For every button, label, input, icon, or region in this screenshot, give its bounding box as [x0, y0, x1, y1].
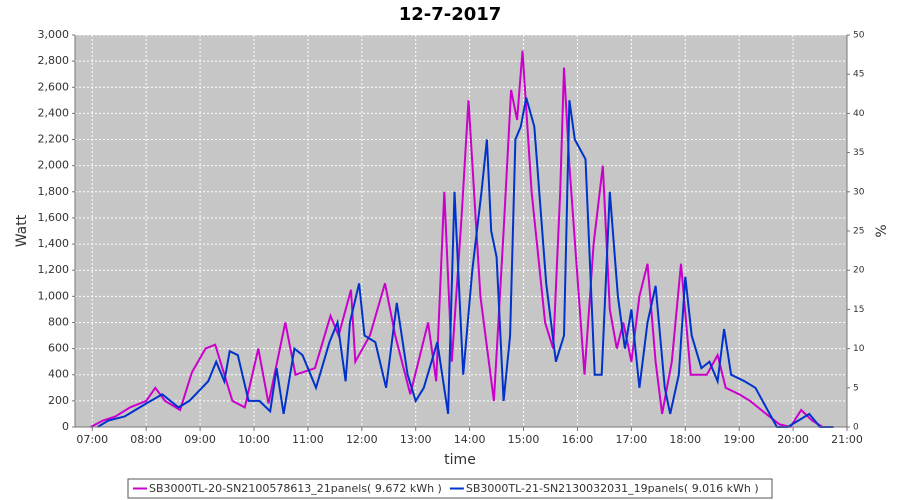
y2-axis-title: % [874, 224, 890, 237]
x-tick-label: 20:00 [777, 433, 809, 446]
y-tick-label: 1,800 [38, 185, 70, 198]
y-tick-label: 2,600 [38, 80, 70, 93]
y-tick-label: 3,000 [38, 28, 70, 41]
y2-tick-label: 25 [853, 227, 864, 237]
x-tick-label: 13:00 [400, 433, 432, 446]
y-tick-label: 1,400 [38, 237, 70, 250]
series-line [90, 50, 824, 429]
x-tick-label: 12:00 [346, 433, 378, 446]
y2-tick-label: 50 [853, 31, 865, 41]
y2-tick-label: 35 [853, 148, 864, 158]
y-tick-label: 400 [48, 368, 69, 381]
y-tick-label: 1,200 [38, 263, 70, 276]
y-tick-label: 2,400 [38, 106, 70, 119]
x-tick-label: 08:00 [130, 433, 162, 446]
x-tick-label: 11:00 [292, 433, 324, 446]
legend-label: SB3000TL-21-SN2130032031_19panels( 9.016… [466, 482, 759, 495]
y2-tick-label: 0 [853, 423, 859, 433]
grid [75, 34, 848, 428]
chart-title: 12-7-2017 [399, 4, 502, 25]
y2-tick-label: 10 [853, 344, 865, 354]
y2-tick-label: 40 [853, 109, 865, 119]
y-tick-label: 2,800 [38, 54, 70, 67]
lines [90, 50, 834, 429]
y-tick-label: 1,000 [38, 289, 70, 302]
y2-tick-label: 15 [853, 305, 864, 315]
y-tick-label: 600 [48, 342, 69, 355]
y-tick-label: 0 [62, 420, 69, 433]
x-tick-label: 15:00 [508, 433, 540, 446]
y-tick-label: 2,000 [38, 159, 70, 172]
y-tick-label: 2,200 [38, 133, 70, 146]
x-tick-label: 19:00 [723, 433, 755, 446]
series-line [97, 97, 834, 428]
y2-tick-label: 30 [853, 187, 865, 197]
x-tick-label: 21:00 [831, 433, 863, 446]
y-axis-title: Watt [14, 214, 30, 247]
y-tick-label: 200 [48, 394, 69, 407]
x-tick-label: 10:00 [238, 433, 270, 446]
x-tick-label: 07:00 [76, 433, 108, 446]
legend-label: SB3000TL-20-SN2100578613_21panels( 9.672… [149, 482, 442, 495]
y2-tick-label: 20 [853, 266, 865, 276]
y2-tick-label: 45 [853, 70, 864, 80]
x-tick-label: 09:00 [184, 433, 216, 446]
y-tick-label: 1,600 [38, 211, 70, 224]
y-tick-label: 800 [48, 315, 69, 328]
y2-tick-label: 5 [853, 383, 859, 393]
x-tick-label: 14:00 [454, 433, 486, 446]
x-tick-label: 16:00 [562, 433, 594, 446]
x-axis-title: time [444, 452, 476, 468]
x-tick-label: 18:00 [669, 433, 701, 446]
x-tick-label: 17:00 [616, 433, 648, 446]
